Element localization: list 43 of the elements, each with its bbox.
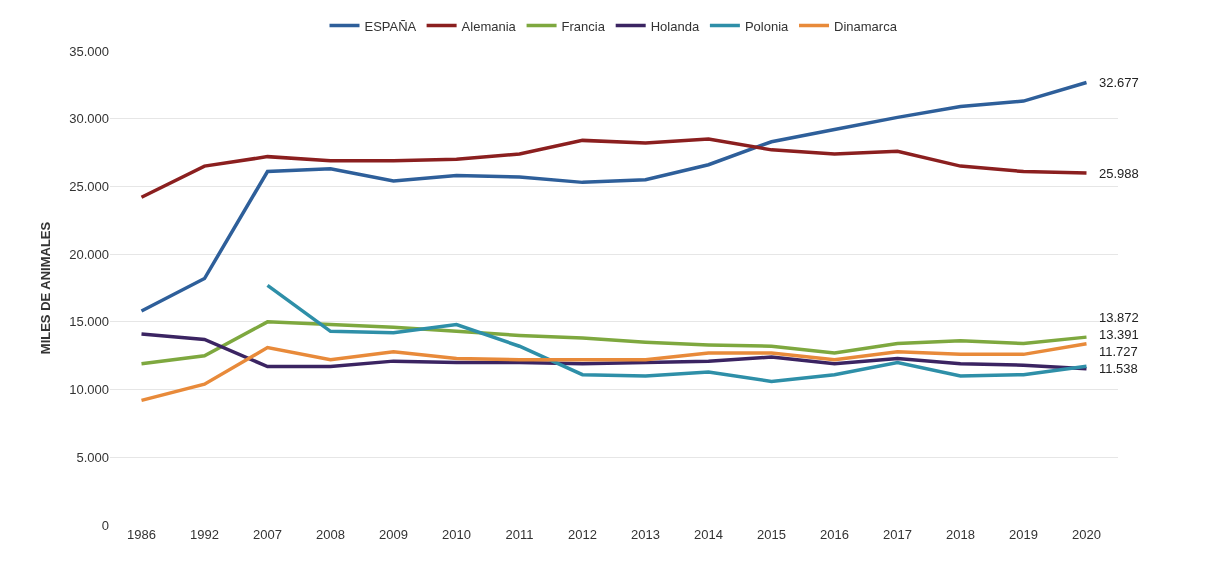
y-tick-label: 35.000 xyxy=(69,43,109,59)
y-tick-label: 15.000 xyxy=(69,314,109,330)
data-label: 13.391 xyxy=(1099,327,1139,342)
legend-label: Francia xyxy=(561,18,606,34)
legend-label: Polonia xyxy=(744,18,790,34)
y-axis-title: MILES DE ANIMALES xyxy=(38,221,54,355)
x-tick-label: 2008 xyxy=(316,527,345,542)
line-series xyxy=(265,283,1089,384)
x-tick-label: 2020 xyxy=(1072,527,1101,542)
legend-label: Alemania xyxy=(461,18,517,34)
line-series xyxy=(139,137,1089,200)
x-tick-label: 2014 xyxy=(694,527,723,542)
data-label: 11.727 xyxy=(1099,344,1138,359)
x-tick-label: 2013 xyxy=(631,527,660,542)
y-tick-label: 25.000 xyxy=(69,178,109,194)
x-tick-label: 1992 xyxy=(190,527,219,542)
y-tick-label: 30.000 xyxy=(69,111,109,127)
line-series xyxy=(139,332,1089,371)
legend-label: Dinamarca xyxy=(834,18,898,34)
x-tick-label: 2011 xyxy=(505,527,534,542)
legend-label: ESPAÑA xyxy=(364,18,417,34)
x-tick-label: 2019 xyxy=(1009,527,1038,542)
y-tick-label: 20.000 xyxy=(69,246,109,262)
x-tick-label: 2018 xyxy=(946,527,975,542)
y-tick-label: 5.000 xyxy=(76,449,109,465)
line-series xyxy=(139,341,1089,403)
x-tick-label: 2007 xyxy=(253,527,282,542)
y-tick-label: 0 xyxy=(101,517,109,533)
x-tick-label: 2016 xyxy=(820,527,849,542)
legend-label: Holanda xyxy=(650,18,700,34)
x-tick-label: 2015 xyxy=(757,527,786,542)
data-label: 25.988 xyxy=(1099,166,1139,181)
x-tick-label: 2012 xyxy=(568,527,597,542)
x-tick-label: 2010 xyxy=(442,527,471,542)
data-label: 13.872 xyxy=(1099,310,1139,325)
x-tick-label: 2009 xyxy=(379,527,408,542)
data-label: 32.677 xyxy=(1099,75,1139,90)
x-tick-label: 1986 xyxy=(127,527,156,542)
line-series xyxy=(139,320,1089,366)
line-series xyxy=(139,80,1089,313)
x-tick-label: 2017 xyxy=(883,527,912,542)
data-label: 11.538 xyxy=(1099,361,1138,376)
y-tick-label: 10.000 xyxy=(69,382,109,398)
